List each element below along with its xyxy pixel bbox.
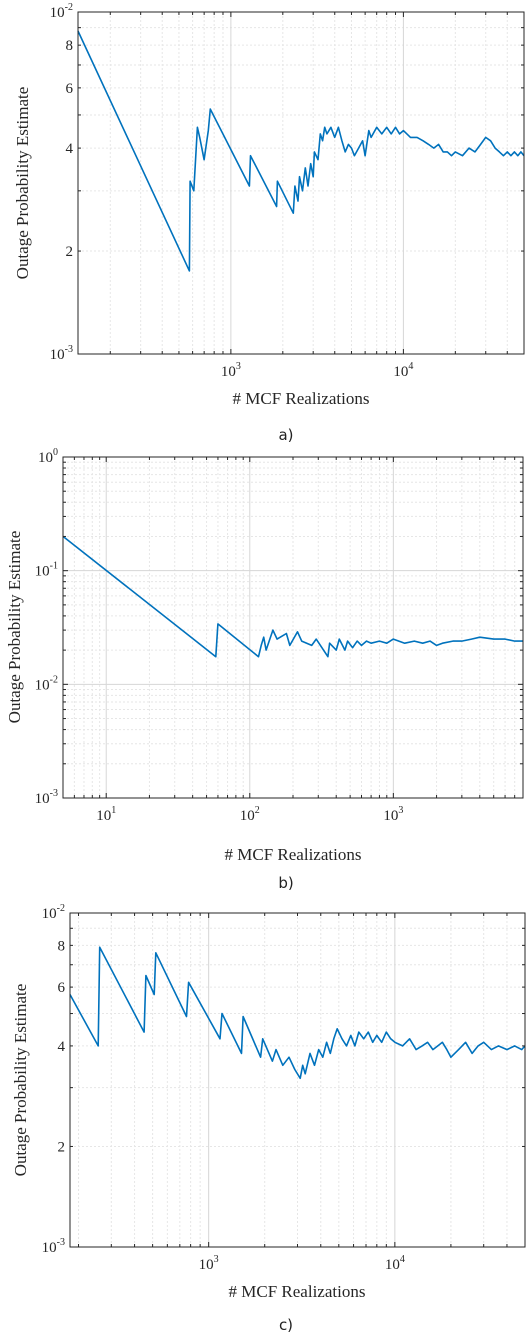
y-tick-label: 100	[38, 447, 58, 466]
y-tick-label: 10-3	[42, 1237, 65, 1256]
y-tick-labels: 10-3 10-2 10-1 100	[35, 447, 58, 807]
series-line-0	[77, 30, 525, 272]
y-tick-label: 10-1	[35, 561, 58, 580]
y-tick-labels: 10-3 2 4 6 8 10-2	[50, 2, 74, 363]
x-axis-label: # MCF Realizations	[229, 1282, 366, 1301]
y-axis-label: Outage Probability Estimate	[11, 984, 30, 1177]
series-line-0	[62, 535, 523, 658]
x-tick-labels: 103 104	[199, 1254, 405, 1273]
y-tick-label: 10-3	[35, 788, 58, 807]
x-tick-label: 104	[393, 361, 413, 380]
chart-panel-c: 10-3 2 4 6 8 10-2 103 104 Outage Probability E…	[11, 903, 526, 1334]
panel-caption: b)	[278, 874, 293, 892]
chart-panel-b: 10-3 10-2 10-1 100 101 102 103 Outage Probabi…	[5, 447, 524, 892]
x-axis-label: # MCF Realizations	[233, 389, 370, 408]
y-tick-label: 4	[66, 141, 74, 157]
series-line-0	[69, 946, 526, 1080]
x-tick-label: 103	[199, 1254, 219, 1273]
x-tick-label: 102	[240, 805, 260, 824]
y-tick-label: 8	[66, 38, 74, 54]
panel-caption: a)	[278, 426, 293, 444]
y-tick-label: 10-2	[42, 903, 65, 922]
y-tick-label: 8	[58, 938, 66, 954]
y-tick-labels: 10-3 2 4 6 8 10-2	[42, 903, 66, 1256]
axes-box	[77, 11, 525, 355]
y-tick-label: 10-2	[50, 2, 73, 21]
y-tick-label: 10-3	[50, 344, 73, 363]
x-tick-labels: 101 102 103	[96, 805, 403, 824]
axes-frame	[62, 456, 524, 799]
x-tick-label: 104	[385, 1254, 405, 1273]
panel-caption: c)	[279, 1316, 293, 1334]
y-tick-label: 2	[66, 244, 74, 260]
plot-area	[70, 913, 525, 1247]
y-axis-label: Outage Probability Estimate	[13, 87, 32, 280]
y-tick-label: 6	[58, 980, 66, 996]
y-tick-label: 10-2	[35, 674, 58, 693]
minor-grid	[78, 12, 525, 354]
minor-grid	[62, 457, 524, 798]
y-tick-label: 4	[58, 1039, 66, 1055]
data-series	[62, 535, 523, 658]
data-series	[77, 30, 525, 272]
x-tick-labels: 103 104	[221, 361, 414, 380]
y-tick-label: 6	[66, 81, 74, 97]
y-tick-label: 2	[58, 1139, 66, 1155]
y-axis-label: Outage Probability Estimate	[5, 531, 24, 724]
data-series	[69, 946, 526, 1080]
x-tick-label: 103	[383, 805, 403, 824]
chart-panel-a: 10-3 2 4 6 8 10-2 103 104 Outage Probability E…	[13, 2, 525, 444]
x-tick-label: 101	[96, 805, 116, 824]
axes-frame	[77, 11, 525, 355]
axes-frame	[69, 912, 526, 1248]
x-axis-label: # MCF Realizations	[225, 845, 362, 864]
x-tick-label: 103	[221, 361, 241, 380]
